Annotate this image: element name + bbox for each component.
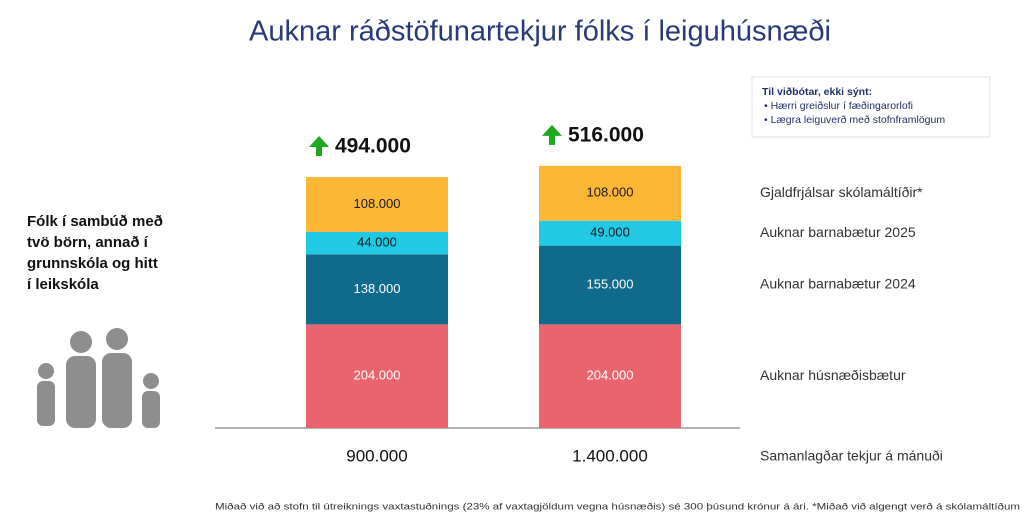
group-label-line: Fólk í sambúð með: [27, 213, 163, 230]
bar-segment: [539, 324, 681, 428]
value-label: 44.000: [357, 235, 397, 250]
bar-segment: [306, 231, 448, 255]
note-box: [751, 76, 991, 138]
value-label: 155.000: [587, 276, 634, 291]
value-label: 204.000: [354, 368, 401, 383]
total-arrow: [542, 124, 562, 145]
group-label-line: í leikskóla: [27, 276, 99, 293]
group-label-line: tvö börn, annað í: [27, 234, 149, 251]
total-label: 516.000: [568, 123, 644, 146]
bar-segment: [306, 177, 448, 232]
value-label: 108.000: [354, 196, 401, 211]
legend-label: Auknar barnabætur 2024: [760, 276, 916, 292]
bar-segment: [306, 324, 448, 428]
x-tick-label: 900.000: [346, 446, 407, 465]
chart-title: Auknar ráðstöfunartekjur fólks í leiguhú…: [249, 16, 831, 48]
family-icon: [37, 328, 160, 428]
bar-segment: [306, 254, 448, 325]
x-axis-label: Samanlagðar tekjur á mánuði: [760, 448, 943, 464]
note-item: • Lægra leiguverð með stofnframlögum: [764, 114, 945, 126]
legend-label: Auknar barnabætur 2025: [760, 224, 916, 240]
bar-segment: [539, 165, 681, 221]
legend-label: Auknar húsnæðisbætur: [760, 367, 906, 383]
group-label-line: grunnskóla og hitt: [27, 255, 158, 272]
bar-segment: [539, 245, 681, 325]
note-item: • Hærri greiðslur í fæðingarorlofi: [764, 100, 913, 112]
total-arrow: [309, 136, 329, 157]
legend-label: Gjaldfrjálsar skólamáltíðir*: [760, 184, 923, 200]
total-label: 494.000: [335, 135, 411, 158]
value-label: 49.000: [590, 225, 630, 240]
group-label: Fólk í sambúð með tvö börn, annað í grunns…: [27, 213, 163, 293]
bar-segment: [539, 220, 681, 246]
note-title: Til viðbótar, ekki sýnt:: [762, 86, 872, 98]
value-label: 138.000: [354, 281, 401, 296]
footnote: Miðað við að stofn til útreiknings vaxta…: [215, 502, 1020, 513]
value-label: 204.000: [587, 368, 634, 383]
value-label: 108.000: [587, 185, 634, 200]
x-tick-label: 1.400.000: [572, 446, 648, 465]
